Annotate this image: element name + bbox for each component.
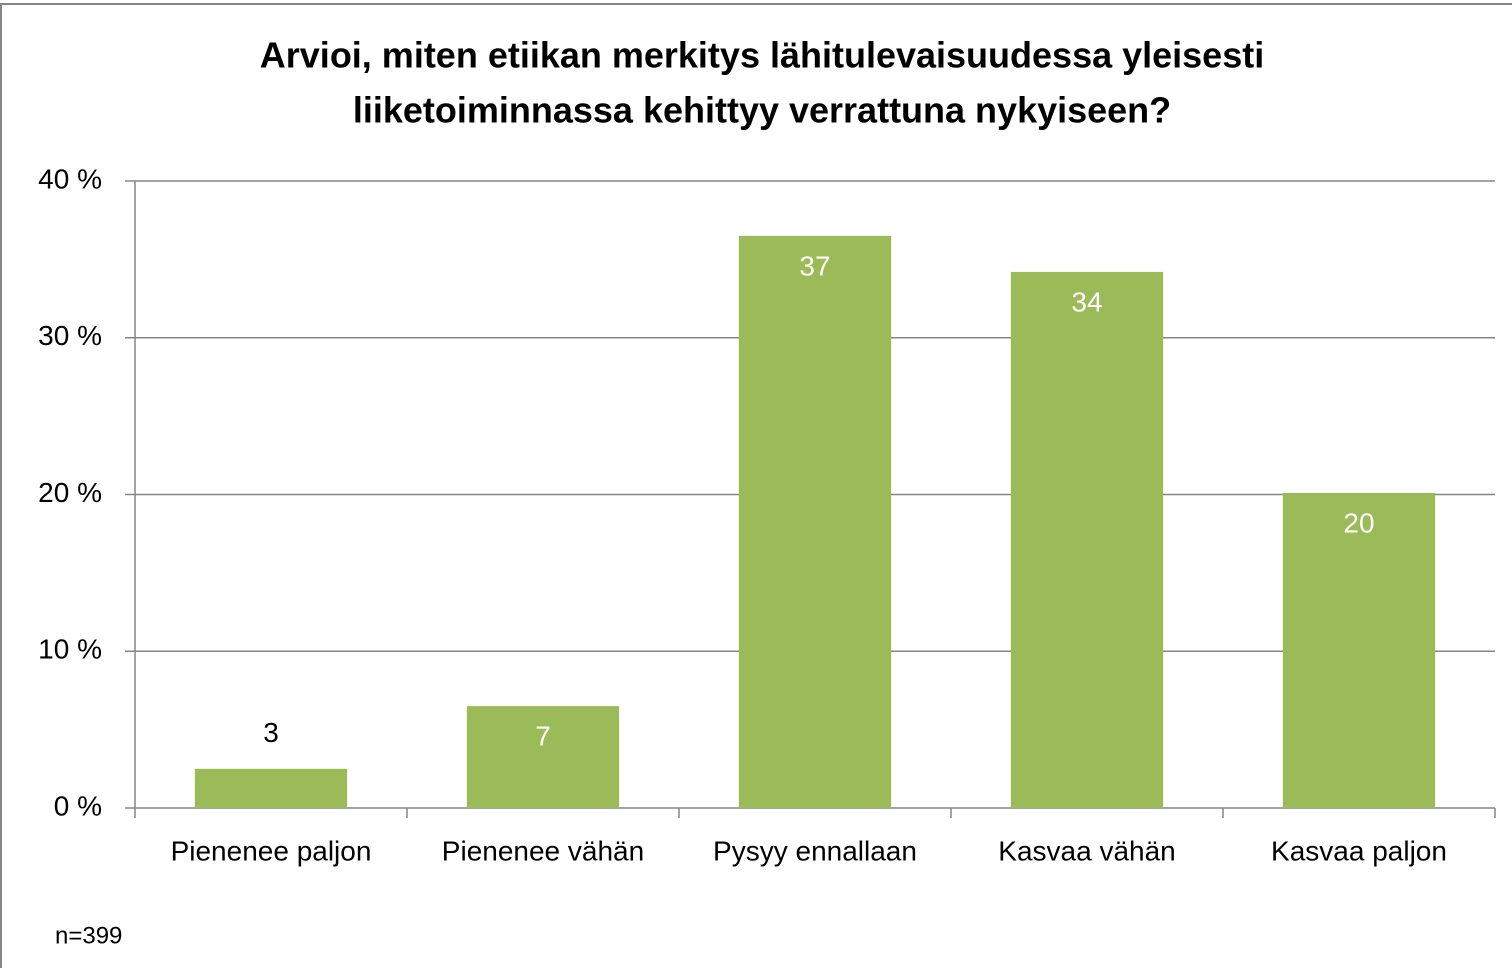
y-tick-label: 10 %: [38, 634, 102, 665]
bar: [194, 768, 348, 808]
data-label: 20: [1343, 507, 1374, 538]
annotation: n=399: [55, 922, 122, 949]
bar: [1282, 492, 1436, 808]
y-tick-label: 20 %: [38, 477, 102, 508]
data-label: 34: [1071, 286, 1102, 317]
x-tick-label: Kasvaa vähän: [998, 835, 1175, 866]
x-tick-label: Kasvaa paljon: [1271, 835, 1447, 866]
data-label: 37: [799, 250, 830, 281]
chart-border: [0, 3, 1512, 968]
chart-title: liiketoiminnassa kehittyy verrattuna nyk…: [353, 90, 1171, 131]
bar: [1010, 271, 1164, 808]
y-tick-label: 30 %: [38, 320, 102, 351]
x-tick-label: Pienenee vähän: [442, 835, 644, 866]
bar: [466, 706, 620, 808]
x-tick-label: Pienenee paljon: [171, 835, 372, 866]
chart-title: Arvioi, miten etiikan merkitys lähitulev…: [260, 35, 1264, 76]
y-tick-label: 40 %: [38, 163, 102, 194]
y-tick-label: 0 %: [54, 790, 102, 821]
data-label: 3: [263, 717, 279, 748]
data-label: 7: [535, 721, 551, 752]
bar: [738, 235, 892, 809]
x-tick-label: Pysyy ennallaan: [713, 835, 917, 866]
